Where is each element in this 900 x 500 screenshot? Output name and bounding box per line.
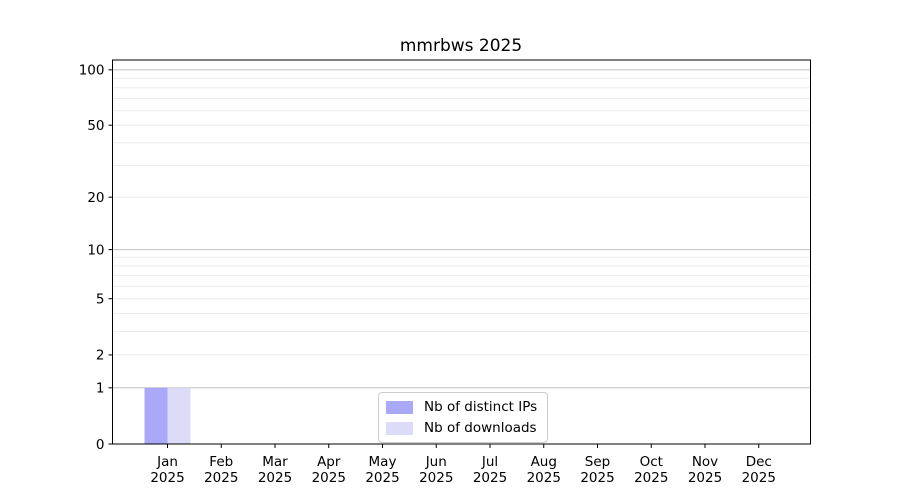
x-tick-year-label: 2025 xyxy=(365,470,399,486)
x-tick-year-label: 2025 xyxy=(312,470,346,486)
x-tick-month-label: Sep xyxy=(585,454,610,470)
x-tick-month-label: Apr xyxy=(317,454,341,470)
legend: Nb of distinct IPs Nb of downloads xyxy=(378,392,549,443)
x-tick-year-label: 2025 xyxy=(473,470,507,486)
x-tick-month-label: Jan xyxy=(156,454,178,470)
bar-series0-jan xyxy=(144,387,168,444)
x-tick-month-label: May xyxy=(369,454,397,470)
legend-swatch-distinct-ips-icon xyxy=(386,400,413,414)
x-tick-month-label: Aug xyxy=(531,454,557,470)
legend-item-distinct-ips: Nb of distinct IPs xyxy=(386,399,537,415)
x-tick-year-label: 2025 xyxy=(204,470,238,486)
y-tick-label: 20 xyxy=(87,190,104,206)
legend-swatch-downloads-icon xyxy=(386,421,413,435)
y-tick-label: 100 xyxy=(79,63,105,79)
x-tick-year-label: 2025 xyxy=(742,470,776,486)
x-tick-year-label: 2025 xyxy=(258,470,292,486)
chart-title: mmrbws 2025 xyxy=(399,36,523,56)
plot-frame xyxy=(112,59,811,445)
x-tick-month-label: Dec xyxy=(746,454,772,470)
x-tick-month-label: Jun xyxy=(425,454,447,470)
y-tick-label: 50 xyxy=(87,118,104,134)
y-tick-label: 10 xyxy=(87,242,104,258)
x-tick-year-label: 2025 xyxy=(580,470,614,486)
y-tick-label: 1 xyxy=(96,381,105,397)
legend-label-downloads: Nb of downloads xyxy=(424,420,537,436)
x-tick-month-label: Jul xyxy=(481,454,498,470)
x-tick-year-label: 2025 xyxy=(419,470,453,486)
bar-series1-jan xyxy=(167,387,191,444)
x-tick-month-label: Nov xyxy=(692,454,718,470)
legend-item-downloads: Nb of downloads xyxy=(386,420,537,436)
x-tick-month-label: Mar xyxy=(262,454,288,470)
legend-label-distinct-ips: Nb of distinct IPs xyxy=(424,399,538,415)
x-tick-year-label: 2025 xyxy=(527,470,561,486)
x-tick-year-label: 2025 xyxy=(150,470,184,486)
x-tick-month-label: Feb xyxy=(209,454,233,470)
x-tick-month-label: Oct xyxy=(640,454,663,470)
y-tick-label: 0 xyxy=(96,437,105,453)
x-tick-year-label: 2025 xyxy=(688,470,722,486)
x-tick-year-label: 2025 xyxy=(634,470,668,486)
y-tick-label: 2 xyxy=(96,348,105,364)
y-tick-label: 5 xyxy=(96,292,105,308)
